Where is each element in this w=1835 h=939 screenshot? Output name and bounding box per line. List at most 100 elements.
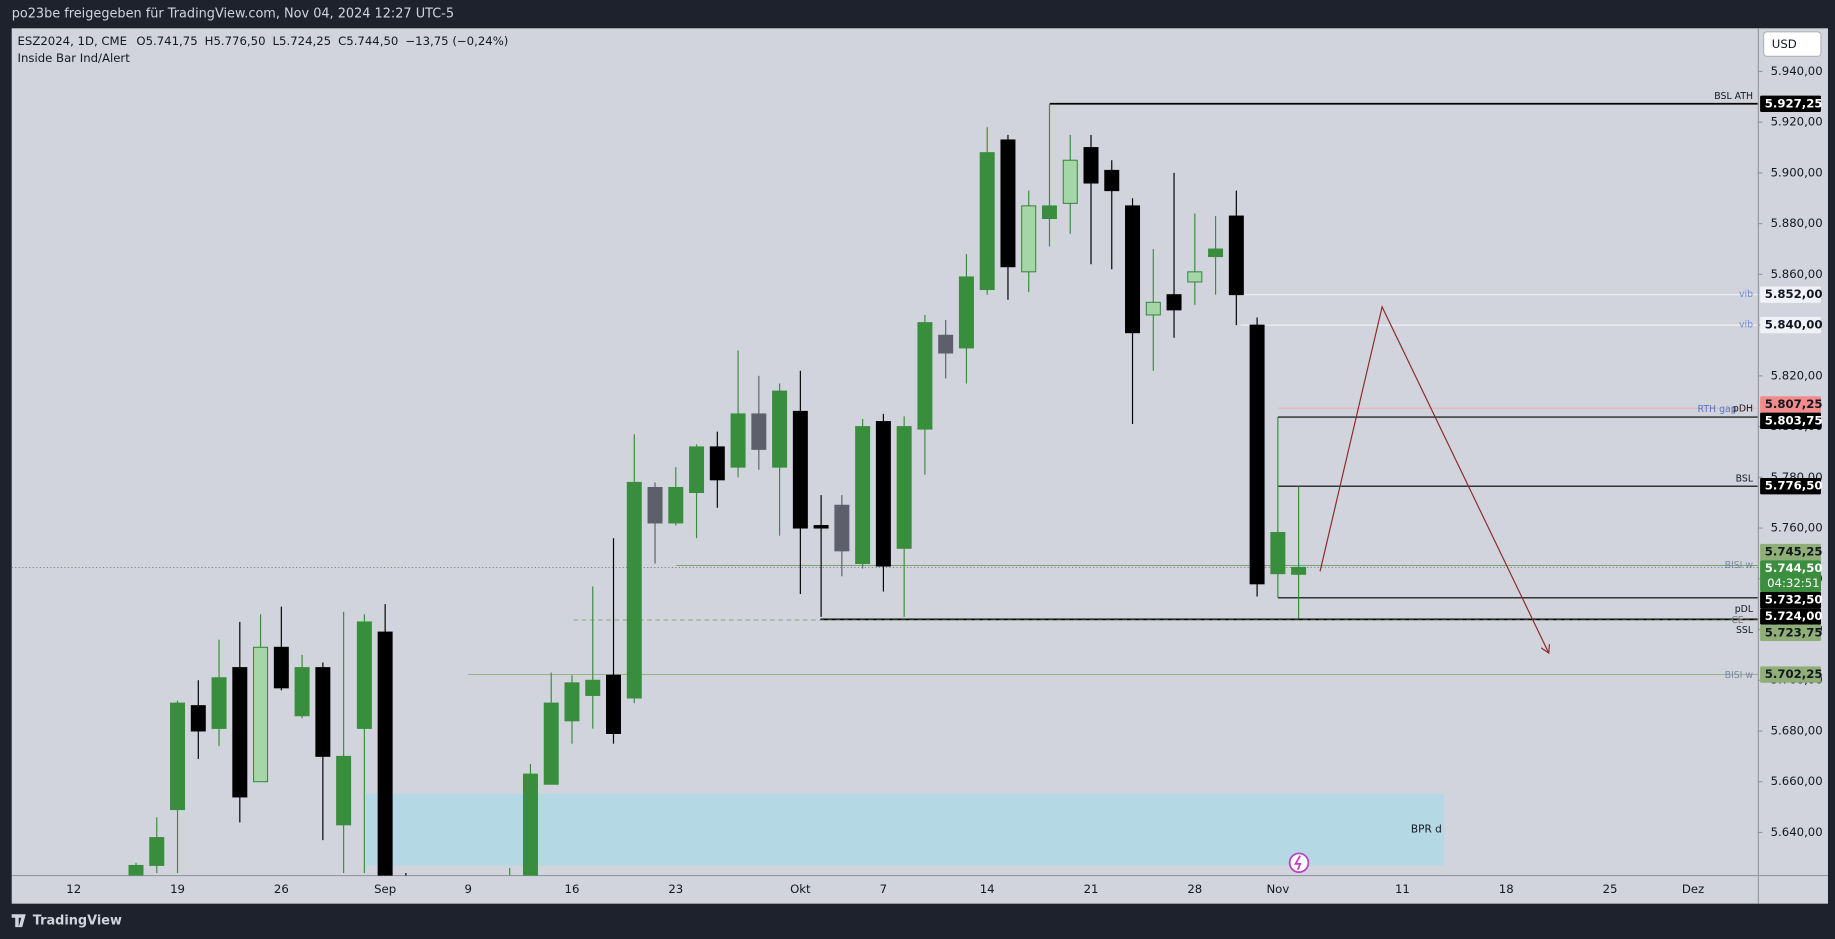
price-box bbox=[1760, 286, 1821, 303]
price-box-label: 5.723,75 bbox=[1765, 625, 1823, 639]
x-tick-label: 12 bbox=[66, 882, 81, 896]
level-tag: BSL ATH bbox=[1714, 91, 1753, 102]
price-box-label: 5.745,25 bbox=[1765, 545, 1823, 559]
candle-body bbox=[1208, 248, 1224, 258]
chart-area bbox=[11, 28, 1828, 904]
legend-value: O5.741,75 bbox=[136, 34, 197, 48]
y-tick-label: 5.820,00 bbox=[1771, 368, 1823, 382]
x-tick-label: 18 bbox=[1499, 882, 1514, 896]
candle-body bbox=[377, 631, 393, 876]
price-box bbox=[1760, 396, 1821, 413]
price-box-label: 5.840,00 bbox=[1765, 318, 1823, 332]
price-box-label: 5.852,00 bbox=[1765, 287, 1823, 301]
legend-value: H5.776,50 bbox=[205, 34, 266, 48]
candle-body bbox=[273, 646, 289, 689]
candle-body bbox=[356, 621, 372, 729]
candle-body bbox=[1187, 271, 1203, 283]
candle-body bbox=[190, 705, 206, 732]
x-tick-label: 7 bbox=[880, 882, 887, 896]
price-box-label: 5.927,25 bbox=[1765, 96, 1823, 110]
x-tick-label: Dez bbox=[1682, 882, 1704, 896]
y-tick-label: 5.860,00 bbox=[1771, 267, 1823, 281]
event-icon[interactable] bbox=[1288, 852, 1310, 873]
candle-body bbox=[128, 864, 144, 876]
candle-body bbox=[1104, 169, 1120, 192]
candle-body bbox=[689, 446, 705, 494]
candle-body bbox=[170, 702, 186, 811]
price-axis: 5.640,005.660,005.680,005.700,005.720,00… bbox=[1757, 64, 1823, 839]
event-icon-bolt bbox=[1293, 855, 1302, 871]
legend: ESZ2024, 1D, CME O5.741,75 H5.776,50 L5.724… bbox=[18, 34, 509, 48]
x-tick-label: 14 bbox=[980, 882, 995, 896]
x-tick-label: 11 bbox=[1395, 882, 1410, 896]
level-tag: BISI w bbox=[1725, 560, 1754, 571]
candle-body bbox=[751, 413, 767, 450]
price-box-label: 5.807,25 bbox=[1765, 397, 1823, 411]
y-tick-label: 5.640,00 bbox=[1771, 825, 1823, 839]
level-tag: RTH gap bbox=[1698, 404, 1737, 415]
candle-body bbox=[585, 679, 601, 696]
candle-body bbox=[647, 486, 663, 524]
x-tick-label: 23 bbox=[668, 882, 683, 896]
level-tag: pDL bbox=[1735, 604, 1754, 615]
price-box bbox=[1760, 591, 1821, 609]
x-tick-label: 9 bbox=[464, 882, 471, 896]
price-box bbox=[1760, 543, 1821, 561]
currency: USD bbox=[1772, 37, 1797, 51]
y-tick-label: 5.880,00 bbox=[1771, 216, 1823, 230]
x-tick-label: Okt bbox=[790, 882, 811, 896]
candle-body bbox=[149, 837, 165, 866]
x-tick-label: Nov bbox=[1266, 882, 1289, 896]
candle-body bbox=[1021, 205, 1037, 273]
candle-body bbox=[979, 152, 995, 291]
candle-body bbox=[772, 390, 788, 468]
share-text: po23be freigegeben für TradingView.com, … bbox=[12, 7, 454, 22]
indicator-name: Inside Bar Ind/Alert bbox=[18, 51, 131, 65]
candle-body bbox=[543, 702, 559, 785]
candle-body bbox=[315, 667, 331, 757]
level-tag: BSL bbox=[1736, 474, 1754, 485]
countdown: 04:32:51 bbox=[1767, 576, 1820, 590]
candle-body bbox=[709, 446, 725, 481]
y-tick-label: 5.680,00 bbox=[1771, 723, 1823, 737]
candle-body bbox=[938, 334, 954, 354]
candle-body bbox=[1249, 324, 1265, 585]
price-box bbox=[1760, 412, 1821, 430]
candle-body bbox=[336, 755, 352, 826]
candle-body bbox=[1228, 215, 1244, 296]
candle-body bbox=[917, 322, 933, 430]
x-tick-label: 25 bbox=[1603, 882, 1618, 896]
price-box-label: 5.744,50 bbox=[1765, 561, 1823, 575]
projection-arrow bbox=[1319, 305, 1548, 652]
candle-body bbox=[211, 677, 227, 729]
price-box-label: 5.702,25 bbox=[1765, 667, 1823, 681]
candle-body bbox=[1041, 205, 1057, 220]
candle-body bbox=[1166, 294, 1182, 311]
x-tick-label: 16 bbox=[565, 882, 580, 896]
candle-body bbox=[855, 426, 871, 565]
level-tag: vib bbox=[1739, 320, 1753, 331]
price-box bbox=[1760, 478, 1821, 495]
level-tag: vib bbox=[1739, 289, 1753, 300]
price-box bbox=[1760, 624, 1821, 642]
currency-button[interactable] bbox=[1763, 31, 1822, 57]
price-box-label: 5.803,75 bbox=[1765, 413, 1823, 427]
candle-body bbox=[958, 276, 974, 349]
candle-body bbox=[606, 674, 621, 734]
candle-body bbox=[1125, 205, 1141, 334]
candle-body bbox=[626, 481, 642, 699]
candle-body bbox=[834, 504, 850, 552]
candle-body bbox=[253, 646, 269, 783]
x-tick-label: Sep bbox=[374, 882, 396, 896]
legend-value: −13,75 (−0,24%) bbox=[405, 34, 508, 48]
price-box-label: 5.776,50 bbox=[1765, 479, 1823, 493]
candle-body bbox=[792, 410, 808, 529]
candle-body bbox=[875, 421, 891, 567]
y-tick-label: 5.900,00 bbox=[1771, 165, 1823, 179]
x-tick-label: 28 bbox=[1187, 882, 1202, 896]
price-box-label: 5.732,50 bbox=[1765, 593, 1823, 607]
candle-body bbox=[294, 667, 310, 717]
candle-body bbox=[730, 413, 746, 468]
x-tick-label: 26 bbox=[274, 882, 289, 896]
